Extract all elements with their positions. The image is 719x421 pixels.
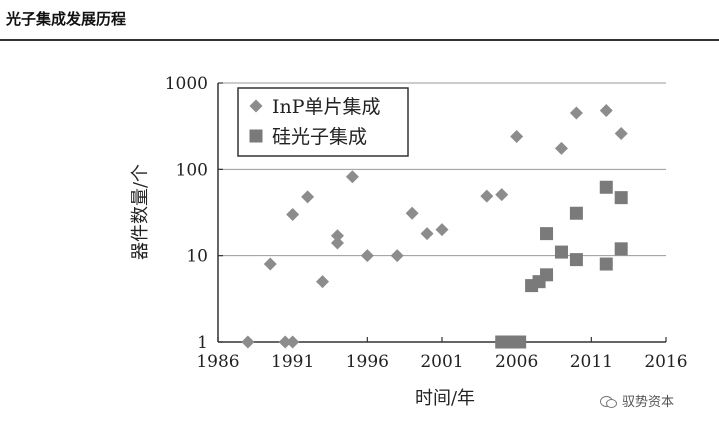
- y-tick-label: 100: [176, 160, 208, 180]
- square-point: [614, 191, 628, 205]
- page-title: 光子集成发展历程: [6, 10, 127, 28]
- diamond-point: [345, 170, 359, 184]
- legend-diamond-marker: [249, 99, 263, 113]
- diamond-point: [405, 206, 419, 220]
- diamond-point: [495, 188, 509, 202]
- diamond-point: [599, 104, 613, 118]
- x-tick-label: 1996: [346, 352, 389, 372]
- diamond-point: [435, 223, 449, 237]
- legend-box: [237, 87, 409, 157]
- diamond-point: [510, 130, 524, 144]
- square-point: [599, 257, 613, 271]
- diamond-point: [316, 275, 330, 289]
- diamond-point: [301, 190, 315, 204]
- tick-labels: 1 10 100 1000 1986 1991 1996 2001 2006 2011 2016: [165, 74, 688, 372]
- x-tick-label: 2006: [495, 352, 538, 372]
- diamond-point: [286, 335, 300, 349]
- y-axis-label: 器件数量/个: [130, 164, 151, 260]
- diamond-point: [330, 236, 344, 250]
- x-tick-label: 2011: [570, 352, 613, 372]
- square-point: [554, 245, 568, 259]
- x-tick-label: 2001: [420, 352, 463, 372]
- square-point: [569, 206, 583, 220]
- square-point: [513, 335, 527, 349]
- square-point: [569, 253, 583, 267]
- y-tick-label: 1000: [165, 74, 208, 94]
- x-axis-label: 时间/年: [415, 388, 475, 409]
- square-point: [540, 268, 554, 282]
- square-point: [599, 180, 613, 194]
- title-divider: [0, 39, 719, 41]
- y-tick-label: 1: [197, 333, 208, 353]
- legend-label: 硅光子集成: [272, 126, 367, 148]
- legend-label: InP单片集成: [272, 96, 381, 118]
- diamond-point: [286, 207, 300, 221]
- diamond-point: [614, 127, 628, 141]
- watermark-text: 驭势资本: [622, 395, 675, 410]
- x-tick-label: 2016: [644, 352, 687, 372]
- x-tick-label: 1991: [271, 352, 314, 372]
- diamond-point: [554, 141, 568, 155]
- diamond-point: [420, 227, 434, 241]
- legend-square-marker: [249, 129, 263, 143]
- diamond-point: [263, 257, 277, 271]
- diamond-point: [390, 249, 404, 263]
- diamond-point: [480, 189, 494, 203]
- square-point: [614, 242, 628, 256]
- watermark: 驭势资本: [600, 391, 674, 410]
- wechat-icon: [600, 394, 618, 408]
- diamond-point: [569, 106, 583, 120]
- diamond-point: [330, 229, 344, 243]
- x-tick-label: 1986: [196, 352, 239, 372]
- grid-lines: [218, 82, 666, 257]
- diamond-point: [241, 335, 255, 349]
- y-tick-label: 10: [186, 247, 208, 267]
- data-points: [241, 104, 628, 349]
- diamond-point: [278, 335, 292, 349]
- diamond-point: [360, 249, 374, 263]
- square-point: [540, 227, 554, 241]
